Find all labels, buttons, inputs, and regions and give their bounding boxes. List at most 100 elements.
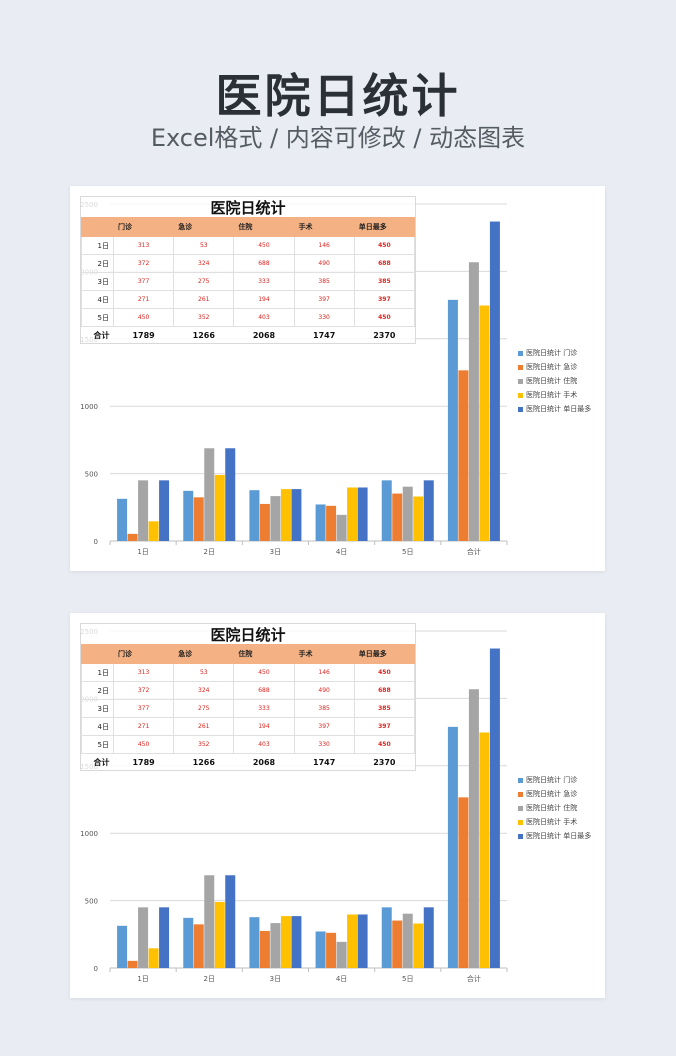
table-cell: 53 xyxy=(173,663,235,682)
table-row: 1日 313 53 450 146 450 xyxy=(81,236,416,255)
table-title: 医院日统计 xyxy=(210,626,286,644)
table-cell-max: 397 xyxy=(353,717,416,736)
legend-label: 医院日统计 门诊 xyxy=(526,349,578,357)
total-cell: 1266 xyxy=(192,757,215,767)
bar xyxy=(392,920,403,968)
legend-label: 医院日统计 手术 xyxy=(526,391,578,399)
legend-item: 医院日统计 手术 xyxy=(518,815,591,829)
table-header-cell: 住院 xyxy=(233,644,295,664)
bar xyxy=(326,932,337,968)
bar xyxy=(127,533,138,541)
bar xyxy=(479,305,490,541)
table-cell: 450 xyxy=(233,663,295,682)
table-cell-max: 688 xyxy=(353,254,416,273)
stats-table: 医院日统计 门诊 急诊 住院 手术 单日最多 1日 313 53 450 146… xyxy=(80,623,416,771)
total-cell: 1747 xyxy=(313,330,336,340)
stats-table: 医院日统计 门诊 急诊 住院 手术 单日最多 1日 313 53 450 146… xyxy=(80,196,416,344)
x-tick-label: 2日 xyxy=(204,975,215,983)
table-row: 5日 450 352 403 330 450 xyxy=(81,735,416,754)
bar xyxy=(225,875,236,968)
bar xyxy=(458,370,469,541)
x-tick-label: 5日 xyxy=(402,548,413,556)
x-tick-label: 3日 xyxy=(270,548,281,556)
table-cell: 397 xyxy=(293,717,355,736)
total-cell: 2068 xyxy=(252,757,276,767)
row-label: 4日 xyxy=(81,290,114,309)
table-cell: 490 xyxy=(293,681,355,700)
bar xyxy=(117,925,128,968)
bar xyxy=(413,496,424,541)
x-tick-label: 4日 xyxy=(336,975,347,983)
y-tick-label: 0 xyxy=(94,538,98,546)
table-header-corner xyxy=(81,644,114,664)
y-tick-label: 500 xyxy=(85,898,98,906)
bar xyxy=(336,941,347,968)
legend-item: 医院日统计 门诊 xyxy=(518,346,591,360)
table-cell: 377 xyxy=(112,272,175,291)
table-cell: 397 xyxy=(293,290,355,309)
table-cell: 377 xyxy=(112,699,175,718)
bar xyxy=(458,797,469,968)
table-total-row: 合计 1789 1266 2068 1747 2370 xyxy=(82,754,415,771)
table-header-cell: 手术 xyxy=(293,217,355,237)
x-tick-label: 2日 xyxy=(204,548,215,556)
legend-item: 医院日统计 单日最多 xyxy=(518,402,591,416)
bar xyxy=(423,907,434,968)
table-cell: 450 xyxy=(112,308,175,327)
table-cell: 271 xyxy=(112,290,175,309)
legend-label: 医院日统计 门诊 xyxy=(526,776,578,784)
table-header-cell: 单日最多 xyxy=(353,217,416,237)
table-cell: 53 xyxy=(173,236,235,255)
legend-item: 医院日统计 急诊 xyxy=(518,360,591,374)
bar xyxy=(357,487,368,541)
legend-label: 医院日统计 急诊 xyxy=(526,363,578,371)
total-label: 合计 xyxy=(93,330,110,340)
legend-swatch xyxy=(518,378,523,384)
table-cell: 450 xyxy=(112,735,175,754)
bar xyxy=(138,907,149,968)
bar xyxy=(447,726,458,968)
total-cell: 1789 xyxy=(132,330,155,340)
table-cell-max: 688 xyxy=(353,681,416,700)
table-header-cell: 急诊 xyxy=(173,217,235,237)
table-cell: 403 xyxy=(233,735,295,754)
bar xyxy=(193,497,204,541)
table-cell: 403 xyxy=(233,308,295,327)
legend-swatch xyxy=(518,777,523,783)
table-header-cell: 手术 xyxy=(293,644,355,664)
legend-label: 医院日统计 住院 xyxy=(526,804,578,812)
table-row: 3日 377 275 333 385 385 xyxy=(81,272,416,291)
bar-chart: 050010001500200025001日2日3日4日5日合计 xyxy=(80,628,508,983)
x-tick-label: 4日 xyxy=(336,548,347,556)
row-label: 3日 xyxy=(81,272,114,291)
table-header-row: 门诊 急诊 住院 手术 单日最多 xyxy=(81,217,416,237)
legend-item: 医院日统计 住院 xyxy=(518,801,591,815)
table-cell: 372 xyxy=(112,681,175,700)
table-cell-max: 450 xyxy=(353,236,416,255)
legend-swatch xyxy=(518,406,523,412)
legend-item: 医院日统计 急诊 xyxy=(518,787,591,801)
bar xyxy=(148,521,159,541)
table-cell-max: 450 xyxy=(353,308,416,327)
bar xyxy=(468,689,479,968)
bar xyxy=(117,498,128,541)
bar xyxy=(214,901,225,968)
x-tick-label: 合计 xyxy=(467,974,481,983)
total-cell: 2370 xyxy=(373,757,396,767)
table-cell: 324 xyxy=(173,254,235,273)
total-cell: 2068 xyxy=(252,330,276,340)
legend-label: 医院日统计 单日最多 xyxy=(526,832,592,840)
chart-legend: 医院日统计 门诊 医院日统计 急诊 医院日统计 住院 医院日统计 手术 医院日统… xyxy=(518,773,591,843)
table-cell: 194 xyxy=(233,717,295,736)
total-cell: 1789 xyxy=(132,757,155,767)
table-cell: 688 xyxy=(233,254,295,273)
bar xyxy=(291,489,302,541)
table-cell: 352 xyxy=(173,735,235,754)
bar xyxy=(336,514,347,541)
x-tick-label: 1日 xyxy=(137,548,148,556)
x-tick-label: 1日 xyxy=(137,975,148,983)
x-tick-label: 5日 xyxy=(402,975,413,983)
table-header-row: 门诊 急诊 住院 手术 单日最多 xyxy=(81,644,416,664)
table-cell: 194 xyxy=(233,290,295,309)
table-row: 1日 313 53 450 146 450 xyxy=(81,663,416,682)
